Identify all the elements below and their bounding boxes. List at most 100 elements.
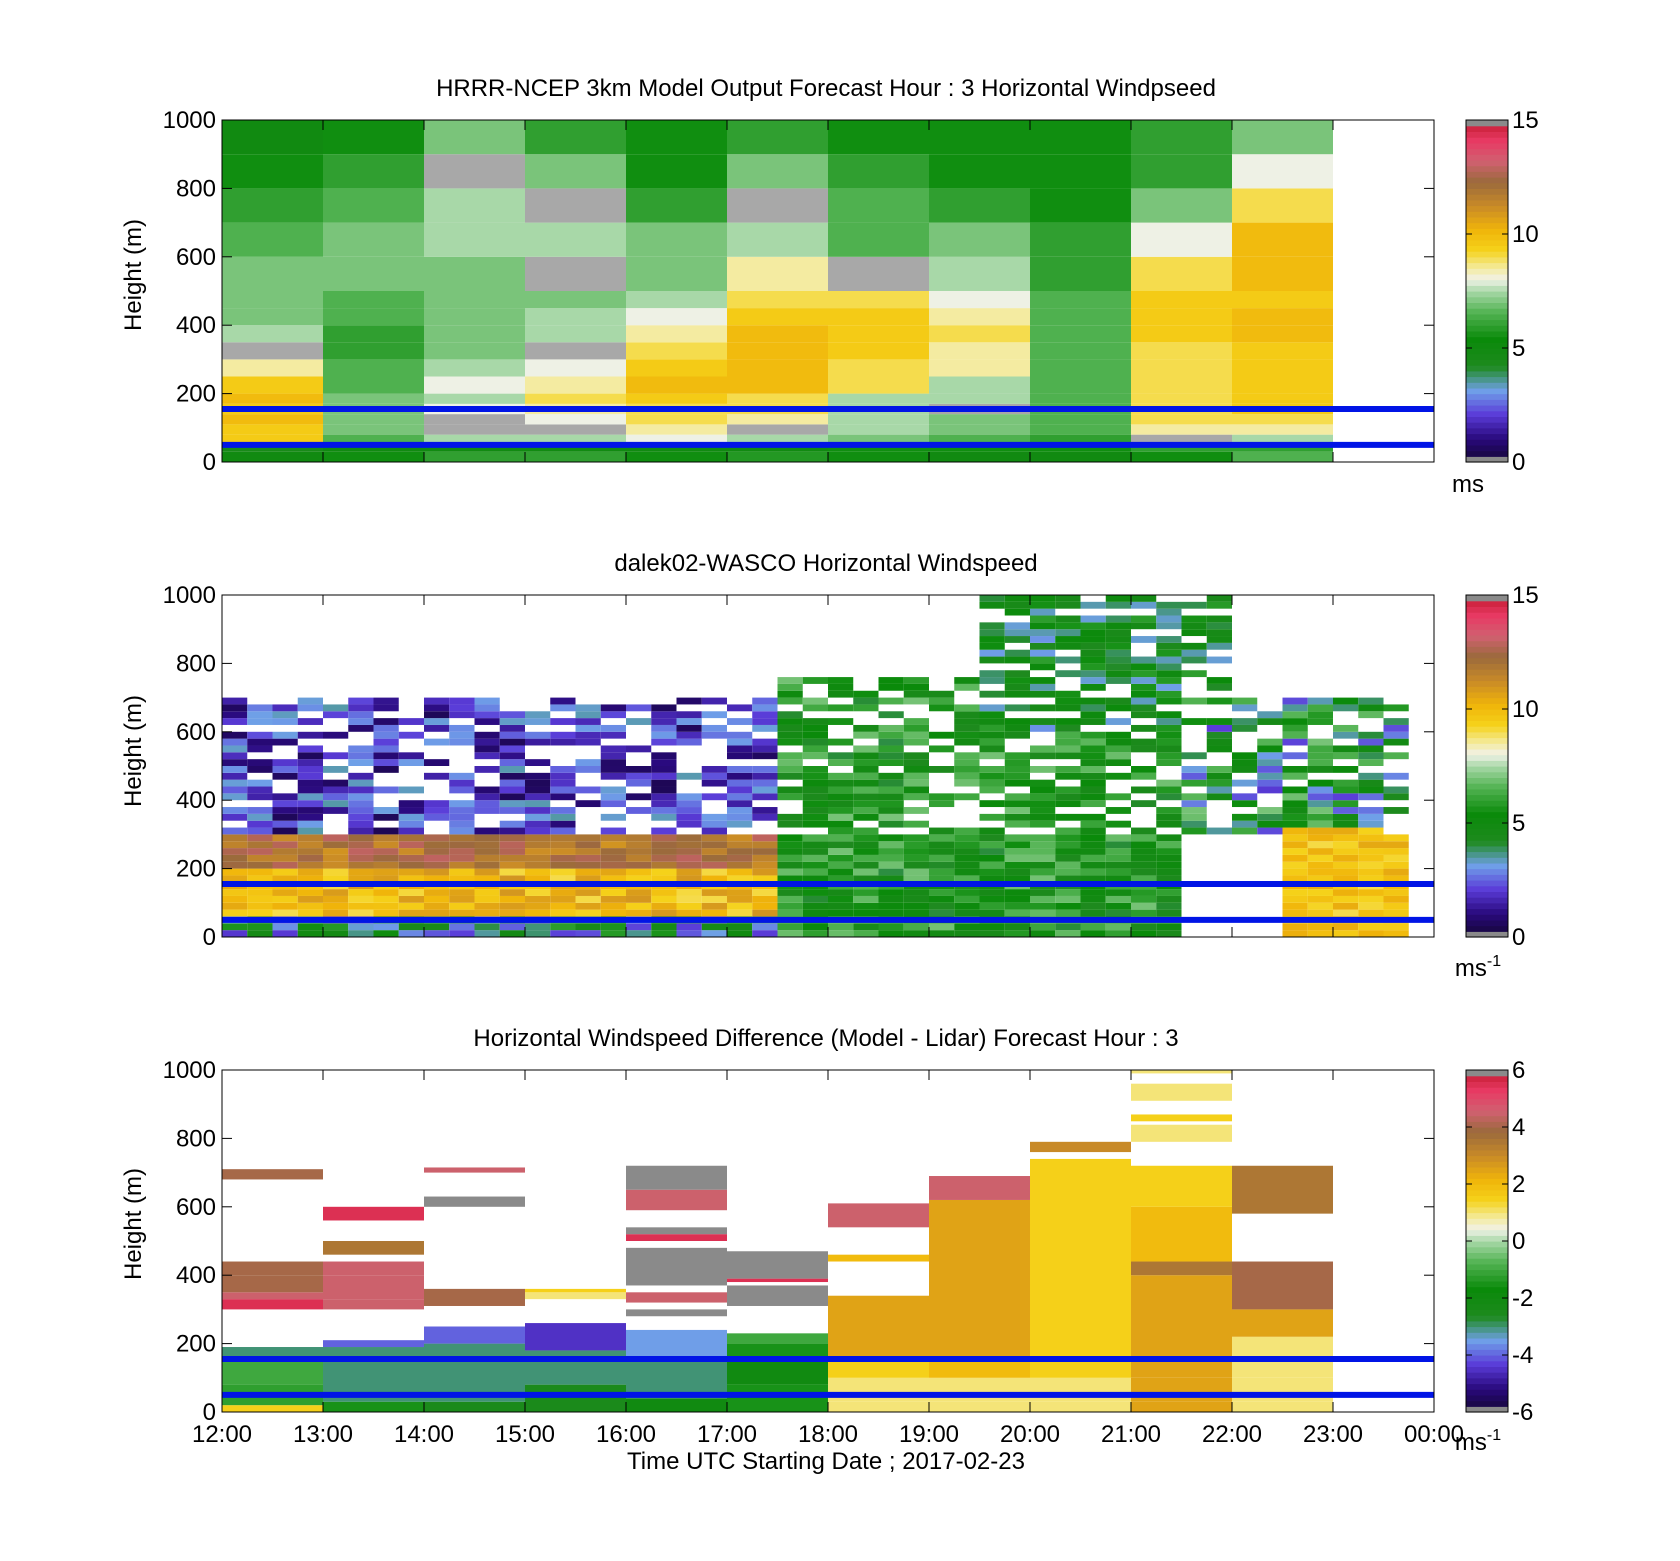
heatmap-cell xyxy=(1055,827,1081,835)
heatmap-cell xyxy=(1055,813,1081,821)
heatmap-cell xyxy=(525,120,626,155)
heatmap-cell xyxy=(474,766,500,773)
heatmap-cell xyxy=(1358,807,1384,814)
heatmap-cell xyxy=(575,841,601,849)
heatmap-cell xyxy=(828,834,854,842)
heatmap-cell xyxy=(1181,827,1207,835)
heatmap-cell xyxy=(903,772,929,780)
heatmap-cell xyxy=(626,834,652,842)
heatmap-cell xyxy=(954,772,980,780)
colorbar-tick-label: 0 xyxy=(1512,924,1525,951)
heatmap-cell xyxy=(777,724,803,732)
colorbar-segment xyxy=(1466,1212,1508,1219)
heatmap-cell xyxy=(1181,615,1207,623)
heatmap-cell xyxy=(701,820,727,828)
heatmap-cell xyxy=(626,120,727,155)
colorbar-segment xyxy=(1466,1223,1508,1231)
heatmap-cell xyxy=(1232,1401,1333,1412)
heatmap-cell xyxy=(272,854,298,862)
heatmap-cell xyxy=(424,1167,525,1173)
heatmap-cell xyxy=(828,325,929,343)
heatmap-cell xyxy=(802,841,828,849)
colorbar-segment xyxy=(1466,268,1508,275)
heatmap-cell xyxy=(1232,724,1258,732)
heatmap-cell xyxy=(1105,718,1131,725)
colorbar-segment xyxy=(1466,1132,1508,1139)
heatmap-cell xyxy=(424,256,525,291)
heatmap-cell xyxy=(1055,601,1081,609)
heatmap-cell xyxy=(954,854,980,862)
heatmap-cell xyxy=(1030,444,1131,452)
heatmap-cell xyxy=(222,444,323,452)
heatmap-cell xyxy=(1156,608,1182,616)
colorbar-segment xyxy=(1466,629,1508,636)
heatmap-cell xyxy=(626,1227,727,1235)
heatmap-cell xyxy=(1181,766,1207,773)
heatmap-cell xyxy=(1232,704,1258,712)
heatmap-cell xyxy=(575,834,601,842)
y-tick-label: 200 xyxy=(176,381,216,408)
heatmap-cell xyxy=(272,731,298,739)
heatmap-cell xyxy=(525,1384,626,1412)
heatmap-cell xyxy=(474,889,500,896)
heatmap-cell xyxy=(1080,766,1106,773)
x-tick-label: 12:00 xyxy=(192,1421,252,1448)
heatmap-cell xyxy=(1282,718,1308,725)
colorbar-segment xyxy=(1466,1104,1508,1111)
heatmap-cell xyxy=(1307,786,1333,794)
heatmap-cell xyxy=(499,923,525,931)
heatmap-cell xyxy=(676,697,702,705)
heatmap-cell xyxy=(1232,188,1333,223)
heatmap-cell xyxy=(727,120,828,155)
heatmap-cell xyxy=(1383,889,1409,896)
heatmap-cell xyxy=(903,930,929,937)
heatmap-cell xyxy=(802,848,828,855)
heatmap-cell xyxy=(600,759,626,766)
colorbar-segment xyxy=(1466,771,1508,778)
heatmap-cell xyxy=(828,414,929,425)
colorbar-segment xyxy=(1466,182,1508,189)
heatmap-cell xyxy=(1105,601,1131,609)
heatmap-cell xyxy=(626,889,652,896)
heatmap-cell xyxy=(1383,902,1409,910)
heatmap-cell xyxy=(1055,731,1081,739)
heatmap-cell xyxy=(979,656,1005,664)
heatmap-cell xyxy=(1282,820,1308,828)
heatmap-cell xyxy=(1080,683,1106,691)
heatmap-cell xyxy=(828,1401,929,1412)
heatmap-cell xyxy=(626,393,727,404)
heatmap-cell xyxy=(802,923,828,931)
heatmap-cell xyxy=(676,800,702,808)
heatmap-cell xyxy=(1257,752,1283,760)
colorbar-segment xyxy=(1466,794,1508,801)
heatmap-cell xyxy=(828,854,854,862)
colorbar-segment xyxy=(1466,1166,1508,1174)
heatmap-cell xyxy=(1307,697,1333,705)
heatmap-cell xyxy=(424,759,450,766)
heatmap-cell xyxy=(525,359,626,377)
heatmap-cell xyxy=(676,807,702,814)
heatmap-cell xyxy=(474,800,500,808)
heatmap-cell xyxy=(828,1203,929,1228)
heatmap-cell xyxy=(525,807,551,814)
heatmap-cell xyxy=(1333,895,1359,903)
heatmap-cell xyxy=(222,752,248,760)
heatmap-cell xyxy=(424,188,525,223)
heatmap-cell xyxy=(323,854,349,862)
heatmap-cell xyxy=(727,1278,828,1283)
heatmap-cell xyxy=(802,731,828,739)
heatmap-cell xyxy=(1232,766,1258,773)
heatmap-cell xyxy=(752,875,778,883)
heatmap-cell xyxy=(1080,745,1106,753)
heatmap-cell xyxy=(449,697,475,705)
heatmap-cell xyxy=(499,895,525,903)
heatmap-cell xyxy=(828,120,929,155)
heatmap-cell xyxy=(222,793,248,801)
heatmap-cell xyxy=(1206,636,1232,643)
heatmap-cell xyxy=(954,875,980,883)
heatmap-cell xyxy=(297,909,323,917)
heatmap-cell xyxy=(802,930,828,937)
heatmap-cell xyxy=(979,875,1005,883)
heatmap-cell xyxy=(1206,629,1232,637)
colorbar-segment xyxy=(1466,686,1508,693)
